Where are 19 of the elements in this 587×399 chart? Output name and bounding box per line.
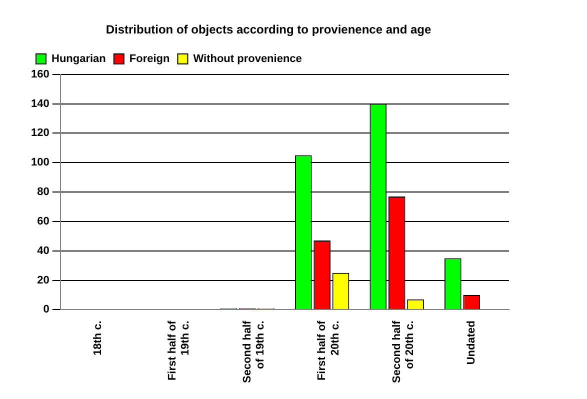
x-tick-label: Second half of 19th c. [241, 320, 267, 383]
legend-label: Hungarian [52, 52, 106, 65]
y-tick-label: 60 [37, 215, 50, 228]
y-tick-label: 120 [30, 127, 50, 140]
y-tick-label: 160 [30, 68, 50, 80]
x-tick-label: First half of 20th c. [316, 320, 342, 381]
y-tick-label: 100 [30, 156, 50, 169]
x-tick-label: 18th c. [92, 320, 104, 356]
y-tick-label: 140 [30, 98, 50, 110]
y-tick-label: 80 [37, 186, 50, 198]
legend-label: Foreign [129, 52, 170, 65]
x-tick-label: First half of 19th c. [166, 320, 192, 381]
x-tick-label: Undated [466, 320, 478, 365]
x-tick-label: Second half of 20th c. [390, 320, 416, 383]
chart-title: Distribution of objects according to provienence and age [106, 22, 432, 37]
y-tick-label: 40 [37, 244, 50, 257]
y-tick-label: 0 [43, 304, 50, 316]
y-tick-label: 20 [37, 274, 50, 286]
legend-label: Without provenience [193, 52, 302, 65]
